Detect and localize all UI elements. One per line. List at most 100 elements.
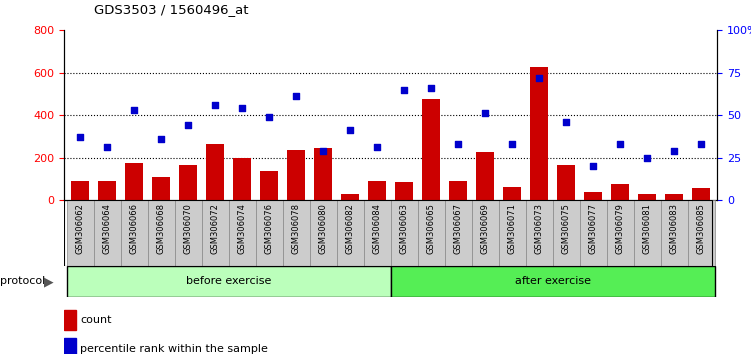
Text: GSM306065: GSM306065 [427,203,436,254]
FancyBboxPatch shape [472,200,499,266]
FancyBboxPatch shape [309,200,336,266]
Point [263,114,275,120]
Bar [557,165,575,200]
Point [533,75,545,80]
FancyBboxPatch shape [147,200,174,266]
FancyBboxPatch shape [499,200,526,266]
FancyBboxPatch shape [67,200,94,266]
Text: GSM306083: GSM306083 [669,203,678,254]
Bar [422,99,440,200]
FancyBboxPatch shape [580,200,607,266]
Bar [530,67,547,200]
Text: GDS3503 / 1560496_at: GDS3503 / 1560496_at [94,3,249,16]
Point [155,136,167,142]
Text: GSM306078: GSM306078 [291,203,300,254]
FancyBboxPatch shape [228,200,255,266]
FancyBboxPatch shape [687,200,714,266]
Text: GSM306068: GSM306068 [156,203,165,254]
Bar [638,194,656,200]
Bar [391,266,714,297]
Bar [314,148,332,200]
Text: GSM306077: GSM306077 [589,203,598,254]
FancyBboxPatch shape [634,200,661,266]
Text: GSM306066: GSM306066 [129,203,138,254]
Text: GSM306069: GSM306069 [481,203,490,254]
FancyBboxPatch shape [553,200,580,266]
Text: GSM306074: GSM306074 [237,203,246,254]
Point [209,102,221,108]
FancyBboxPatch shape [526,200,553,266]
Point [317,148,329,154]
Point [479,110,491,116]
FancyBboxPatch shape [174,200,201,266]
Bar [584,192,602,200]
FancyBboxPatch shape [255,200,282,266]
Bar [692,188,710,200]
Point [182,122,194,128]
Bar [234,158,251,200]
Bar [152,177,170,200]
FancyBboxPatch shape [418,200,445,266]
Text: GSM306062: GSM306062 [76,203,85,254]
FancyBboxPatch shape [391,200,418,266]
FancyBboxPatch shape [363,200,391,266]
Point [371,144,383,150]
FancyBboxPatch shape [336,200,363,266]
Text: GSM306071: GSM306071 [508,203,517,254]
Bar [67,266,391,297]
Text: GSM306080: GSM306080 [318,203,327,254]
Point [290,93,302,99]
FancyBboxPatch shape [282,200,309,266]
Point [614,141,626,147]
Bar [125,163,143,200]
Bar [261,171,278,200]
Bar [503,187,520,200]
Bar [341,194,359,200]
Text: GSM306084: GSM306084 [372,203,382,254]
Text: GSM306081: GSM306081 [643,203,652,254]
Text: GSM306070: GSM306070 [183,203,192,254]
Point [587,163,599,169]
Text: GSM306075: GSM306075 [562,203,571,254]
Point [74,134,86,140]
Text: GSM306064: GSM306064 [103,203,112,254]
FancyBboxPatch shape [607,200,634,266]
Bar [476,152,494,200]
Bar [207,144,224,200]
Bar [179,165,197,200]
Text: protocol: protocol [0,276,45,286]
Bar [287,150,305,200]
Bar [665,194,683,200]
Point [344,127,356,133]
Text: percentile rank within the sample: percentile rank within the sample [80,344,268,354]
Point [425,85,437,91]
FancyBboxPatch shape [661,200,687,266]
Text: GSM306063: GSM306063 [400,203,409,254]
Text: ▶: ▶ [44,275,53,288]
Bar [71,181,89,200]
Point [128,107,140,113]
Text: count: count [80,315,112,325]
Bar [395,182,413,200]
Text: GSM306082: GSM306082 [345,203,354,254]
Bar [98,181,116,200]
Point [506,141,518,147]
Point [398,87,410,92]
FancyBboxPatch shape [201,200,228,266]
Bar [368,181,386,200]
Point [452,141,464,147]
Point [236,105,248,111]
Bar [64,310,76,330]
Text: GSM306085: GSM306085 [696,203,705,254]
FancyBboxPatch shape [445,200,472,266]
Text: GSM306076: GSM306076 [264,203,273,254]
Bar [449,181,467,200]
Point [560,119,572,125]
Bar [64,338,76,354]
Text: GSM306073: GSM306073 [535,203,544,254]
Text: GSM306072: GSM306072 [210,203,219,254]
Bar [611,184,629,200]
Point [641,155,653,160]
Point [695,141,707,147]
Text: after exercise: after exercise [514,276,590,286]
